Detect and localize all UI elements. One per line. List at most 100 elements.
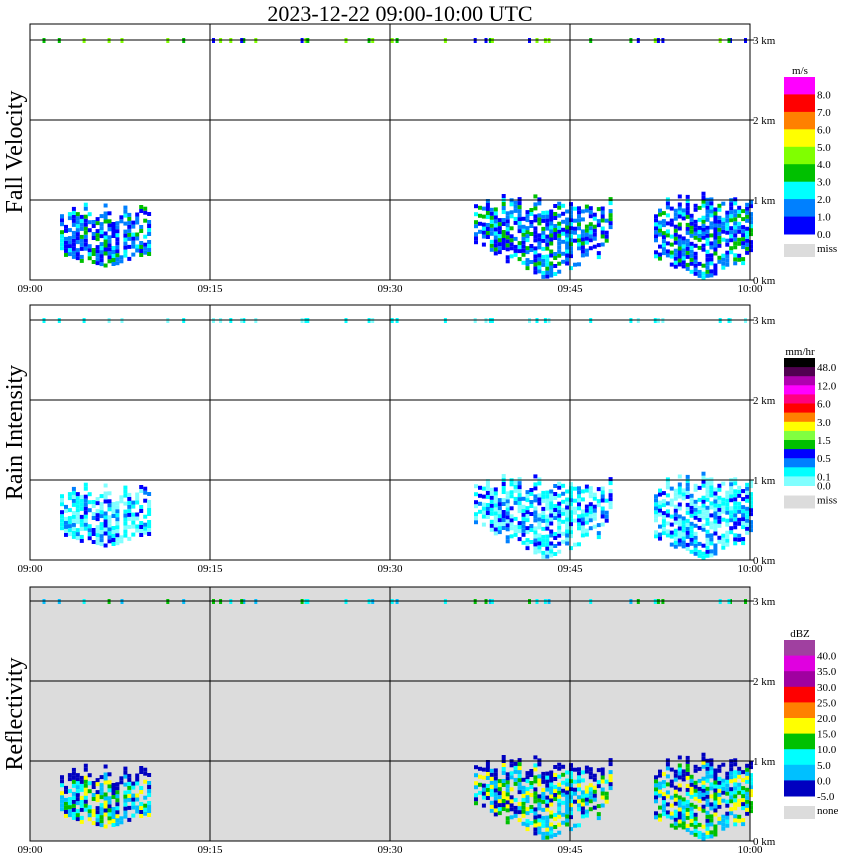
echo-cell: [685, 490, 690, 495]
echo-cell: [661, 491, 666, 496]
echo-cell: [689, 497, 694, 502]
echo-cell: [569, 799, 573, 804]
echo-cell: [127, 817, 132, 822]
echo-cell: [592, 216, 597, 221]
echo-cell: [721, 814, 726, 819]
echo-cell: [541, 514, 546, 519]
echo-cell: [71, 815, 76, 820]
echo-cell: [481, 222, 486, 227]
plot-frame: [29, 23, 751, 281]
echo-cell: [733, 481, 738, 486]
legend-missing-label: miss: [817, 495, 837, 507]
echo-cell: [541, 258, 546, 263]
echo-cell: [509, 202, 514, 207]
echo-cell: [139, 814, 144, 818]
echo-cell: [64, 532, 68, 537]
echo-cell: [497, 226, 502, 231]
echo-cell: [725, 222, 730, 227]
echo-cell: [123, 802, 128, 807]
echo-cell: [71, 514, 76, 519]
echo-cell: [71, 254, 76, 259]
echo-cell: [67, 252, 72, 257]
echo-cell: [485, 511, 490, 515]
echo-cell: [525, 811, 530, 816]
echo-cell: [592, 496, 597, 501]
echo-cell: [608, 762, 613, 767]
echo-cell: [705, 253, 710, 258]
echo-cell: [115, 249, 120, 254]
echo-cell: [717, 235, 722, 240]
echo-cell: [749, 232, 753, 237]
echo-cell: [493, 515, 498, 520]
echo-cell: [717, 816, 722, 821]
echo-cell: [580, 245, 585, 250]
echo-cell: [705, 489, 710, 494]
echo-cell: [681, 817, 686, 822]
echo-cell: [669, 522, 674, 527]
echo-cell: [608, 201, 613, 206]
echo-cell: [83, 779, 88, 784]
echo-cell: [689, 501, 694, 506]
echo-cell: [721, 253, 726, 258]
echo-cell: [701, 776, 706, 781]
echo-cell: [658, 781, 662, 786]
echo-cell: [729, 775, 734, 780]
echo-cell: [713, 491, 718, 496]
echo-cell: [709, 802, 714, 807]
echo-cell: [584, 516, 589, 521]
echo-cell: [123, 249, 128, 254]
echo-cell: [481, 506, 486, 511]
echo-cell: [673, 508, 678, 513]
echo-cell: [553, 825, 558, 829]
echo-cell: [545, 538, 550, 543]
echo-cell: [729, 779, 734, 784]
echo-cell: [123, 806, 128, 811]
echo-cell: [60, 242, 64, 247]
echo-cell: [537, 221, 542, 226]
echo-cell: [493, 235, 498, 240]
echo-cell: [549, 778, 554, 783]
echo-cell: [725, 490, 730, 495]
echo-cell: [139, 209, 144, 213]
echo-cell: [485, 211, 490, 215]
echo-cell: [669, 542, 674, 547]
echo-cell: [689, 525, 694, 530]
echo-cell: [661, 247, 666, 252]
echo-cell: [713, 808, 718, 813]
echo-cell: [693, 235, 698, 240]
echo-cell: [701, 792, 706, 797]
echo-cell: [119, 780, 124, 785]
echo-cell: [489, 784, 494, 789]
echo-cell: [729, 763, 734, 768]
echo-cell: [115, 790, 120, 795]
echo-cell: [549, 237, 554, 242]
echo-cell: [83, 214, 88, 219]
echo-cell: [701, 203, 706, 208]
echo-cell: [689, 830, 694, 835]
echo-cell: [689, 794, 694, 799]
echo-cell: [701, 191, 706, 196]
echo-cell: [485, 784, 490, 788]
echo-cell: [489, 507, 494, 512]
echo-cell: [545, 498, 550, 503]
echo-cell: [83, 218, 88, 223]
echo-cell: [685, 823, 690, 828]
echo-cell: [569, 783, 573, 788]
echo-cell: [733, 802, 738, 807]
echo-cell: [60, 214, 64, 219]
echo-cell: [741, 237, 746, 242]
echo-cell: [749, 220, 753, 225]
echo-cell: [71, 791, 76, 796]
echo-cell: [545, 554, 550, 559]
echo-cell: [705, 818, 710, 823]
echo-cell: [103, 251, 108, 256]
echo-cell: [111, 510, 116, 514]
echo-cell: [677, 206, 682, 211]
echo-cell: [673, 224, 678, 229]
echo-cell: [489, 499, 494, 504]
echo-cell: [569, 514, 573, 519]
echo-cell: [701, 543, 706, 548]
echo-cell: [517, 790, 522, 795]
echo-cell: [557, 786, 562, 791]
echo-cell: [600, 230, 605, 235]
